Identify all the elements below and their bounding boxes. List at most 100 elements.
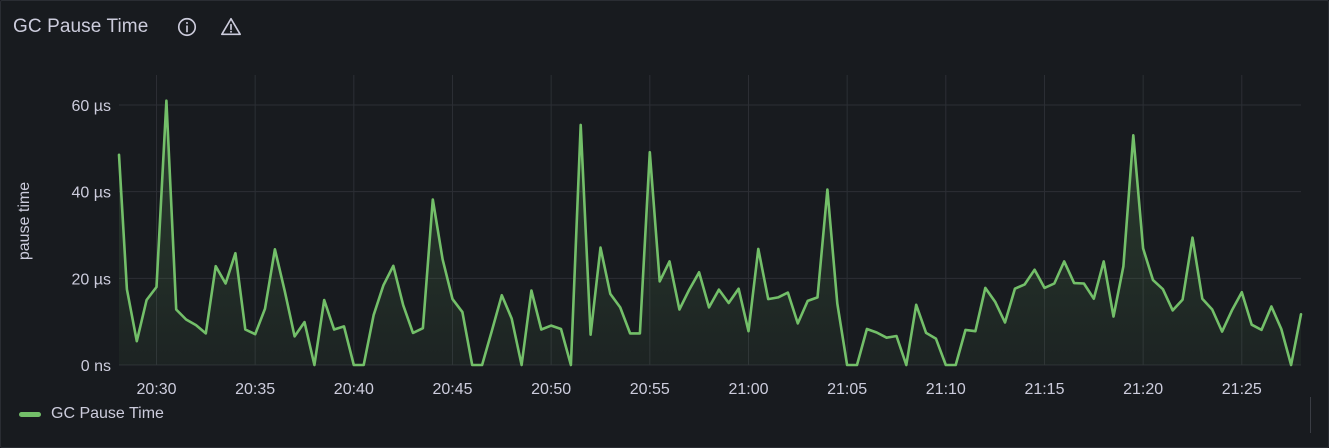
y-tick-label: 40 µs [72, 185, 111, 202]
data-point [382, 284, 385, 287]
data-point [797, 322, 799, 325]
x-axis: 20:30 20:35 20:40 20:45 20:50 20:55 21:00 21:05… [136, 381, 1261, 398]
data-point [224, 282, 227, 285]
data-point [1221, 330, 1223, 333]
data-point [274, 248, 276, 251]
data-point [688, 288, 691, 291]
data-point [1241, 291, 1243, 294]
legend-item[interactable]: GC Pause Time [19, 405, 164, 423]
data-point [1211, 308, 1213, 311]
panel-title: GC Pause Time [13, 16, 149, 37]
data-point [806, 300, 809, 302]
data-point [1270, 305, 1273, 308]
data-point [461, 311, 464, 313]
data-point [1191, 236, 1194, 239]
data-point [905, 364, 908, 366]
data-point [570, 364, 572, 366]
data-point [708, 306, 710, 309]
data-point [471, 364, 474, 366]
series-area-fill [119, 100, 1301, 365]
data-point [1142, 247, 1144, 250]
x-tick-label: 20:45 [432, 381, 472, 398]
data-point [155, 286, 158, 288]
data-point [1053, 282, 1056, 285]
data-point [145, 299, 148, 301]
data-point [392, 265, 395, 267]
y-axis-title: pause time [16, 182, 33, 260]
data-point [372, 314, 375, 317]
x-tick-label: 21:00 [728, 381, 768, 398]
data-point [412, 332, 414, 334]
data-point [767, 298, 769, 300]
data-point [313, 364, 316, 366]
data-point [915, 304, 917, 306]
data-point [599, 246, 602, 249]
x-tick-label: 20:40 [334, 381, 374, 398]
data-point [432, 198, 434, 201]
data-point [520, 364, 523, 366]
data-point [1181, 298, 1184, 301]
series-layer [117, 99, 1303, 367]
data-point [836, 302, 839, 305]
data-point [1201, 297, 1204, 300]
data-point [658, 280, 661, 283]
x-tick-label: 21:05 [827, 381, 867, 398]
data-point [323, 299, 326, 301]
data-point [925, 332, 927, 334]
data-point [126, 288, 128, 291]
data-point [885, 336, 888, 339]
x-tick-label: 21:20 [1123, 381, 1163, 398]
data-point [609, 293, 612, 295]
y-tick-label: 20 µs [72, 271, 111, 288]
x-tick-label: 21:25 [1222, 381, 1262, 398]
x-tick-label: 20:30 [136, 381, 176, 398]
data-point [994, 300, 996, 303]
data-point [333, 328, 335, 331]
data-point [984, 287, 987, 289]
data-point [1083, 282, 1085, 285]
x-tick-label: 20:50 [531, 381, 571, 398]
chart-area[interactable]: 0 ns 20 µs 40 µs 60 µs 20:30 20:35 20:40 20:45… [1, 1, 1328, 401]
data-point [254, 333, 256, 336]
data-point [629, 332, 631, 335]
data-point [303, 321, 306, 323]
data-point [816, 296, 819, 299]
data-point [678, 308, 681, 311]
data-point [1250, 323, 1253, 326]
x-tick-label: 20:55 [630, 381, 670, 398]
panel-header: GC Pause Time [13, 13, 242, 41]
data-point [589, 333, 592, 336]
data-point [856, 364, 858, 366]
data-point [422, 327, 424, 330]
data-point [234, 252, 237, 254]
info-circle-icon[interactable] [176, 16, 198, 38]
data-point [1122, 265, 1125, 268]
data-point [1231, 309, 1233, 312]
data-point [727, 302, 730, 304]
data-point [866, 328, 868, 330]
data-point [698, 271, 700, 274]
data-point [214, 265, 217, 268]
data-point [264, 307, 266, 310]
data-point [244, 328, 247, 331]
data-point [441, 258, 444, 261]
data-point [579, 124, 582, 126]
data-point [1171, 309, 1174, 312]
y-tick-label: 0 ns [81, 358, 111, 375]
resize-handle[interactable] [1310, 397, 1311, 433]
y-tick-label: 60 µs [72, 98, 111, 115]
data-point [1004, 321, 1006, 324]
data-point [530, 289, 533, 292]
legend-label: GC Pause Time [51, 405, 164, 422]
data-point [757, 248, 760, 250]
data-point [1260, 329, 1263, 331]
data-point [747, 330, 750, 333]
data-point [846, 364, 848, 366]
data-point [1043, 287, 1046, 289]
data-point [668, 260, 671, 263]
data-point [118, 154, 120, 156]
data-point [1300, 313, 1302, 316]
data-point [136, 340, 138, 343]
exclamation-triangle-icon[interactable] [220, 16, 242, 38]
data-point [560, 328, 562, 330]
